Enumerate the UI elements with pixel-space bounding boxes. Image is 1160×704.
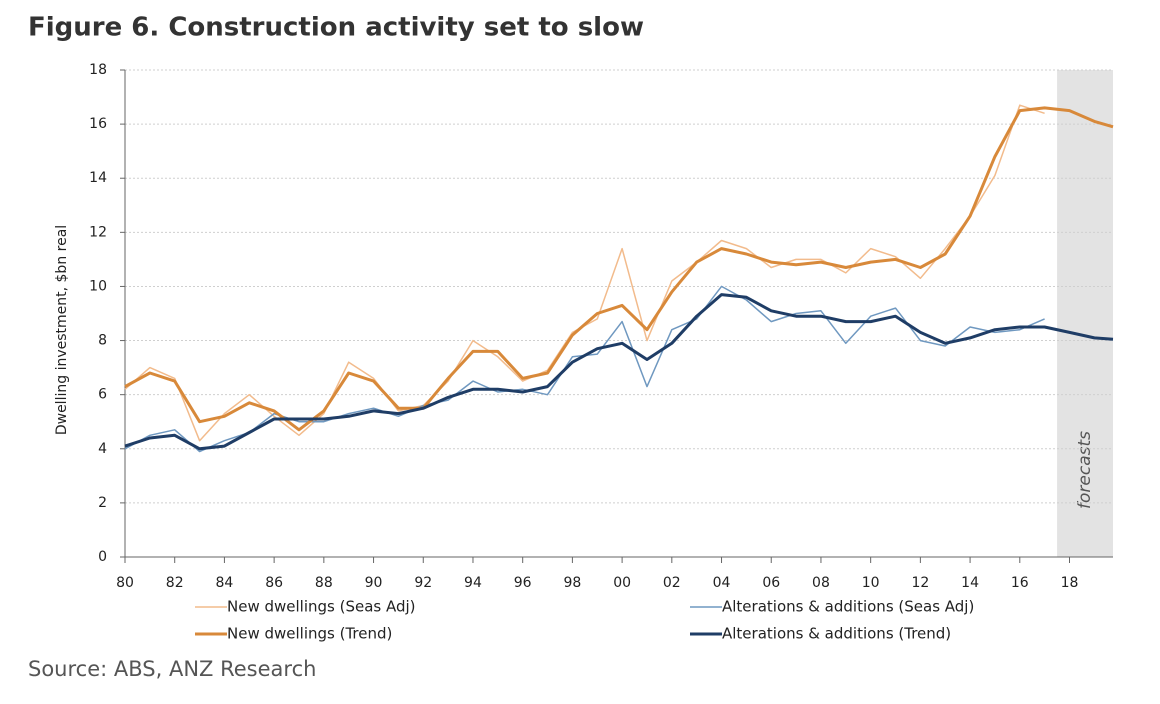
x-tick-label: 88 <box>315 575 333 591</box>
x-tick-label: 08 <box>812 575 830 591</box>
legend-label: Alterations & additions (Trend) <box>722 625 951 643</box>
series-line <box>124 104 1045 442</box>
x-tick-label: 82 <box>166 575 184 591</box>
x-tick-label: 80 <box>116 575 134 591</box>
y-axis-label: Dwelling investment, $bn real <box>54 225 70 435</box>
legend-item: New dwellings (Trend) <box>195 625 392 643</box>
series-line <box>124 106 1114 432</box>
x-tick-label: 18 <box>1061 575 1079 591</box>
legend-item: Alterations & additions (Trend) <box>690 625 951 643</box>
y-tick-label: 14 <box>89 170 107 186</box>
y-tick-label: 18 <box>89 62 107 78</box>
x-tick-label: 12 <box>911 575 929 591</box>
series-line <box>124 293 1114 451</box>
y-tick-label: 6 <box>98 387 107 403</box>
x-tick-label: 90 <box>365 575 383 591</box>
y-tick-label: 12 <box>89 224 107 240</box>
source-note: Source: ABS, ANZ Research <box>28 657 316 681</box>
x-tick-label: 86 <box>265 575 283 591</box>
x-tick-label: 84 <box>216 575 234 591</box>
x-tick-label: 98 <box>563 575 581 591</box>
legend-item: New dwellings (Seas Adj) <box>195 598 416 616</box>
x-tick-label: 06 <box>762 575 780 591</box>
x-tick-label: 94 <box>464 575 482 591</box>
y-tick-label: 0 <box>98 549 107 565</box>
x-tick-label: 04 <box>713 575 731 591</box>
legend-label: New dwellings (Trend) <box>227 625 392 643</box>
x-tick-label: 14 <box>961 575 979 591</box>
y-tick-label: 8 <box>98 333 107 349</box>
chart-title: Figure 6. Construction activity set to s… <box>28 13 644 43</box>
x-tick-label: 10 <box>862 575 880 591</box>
x-tick-label: 96 <box>514 575 532 591</box>
legend-label: Alterations & additions (Seas Adj) <box>722 598 974 616</box>
forecast-label: forecasts <box>1075 431 1095 509</box>
y-tick-label: 10 <box>89 278 107 294</box>
x-tick-label: 00 <box>613 575 631 591</box>
y-tick-label: 2 <box>98 495 107 511</box>
y-tick-label: 16 <box>89 116 107 132</box>
legend-item: Alterations & additions (Seas Adj) <box>690 598 974 616</box>
y-tick-label: 4 <box>98 441 107 457</box>
x-tick-label: 02 <box>663 575 681 591</box>
x-tick-label: 16 <box>1011 575 1029 591</box>
forecast-shade <box>1057 70 1113 557</box>
legend-label: New dwellings (Seas Adj) <box>227 598 416 616</box>
x-tick-label: 92 <box>414 575 432 591</box>
